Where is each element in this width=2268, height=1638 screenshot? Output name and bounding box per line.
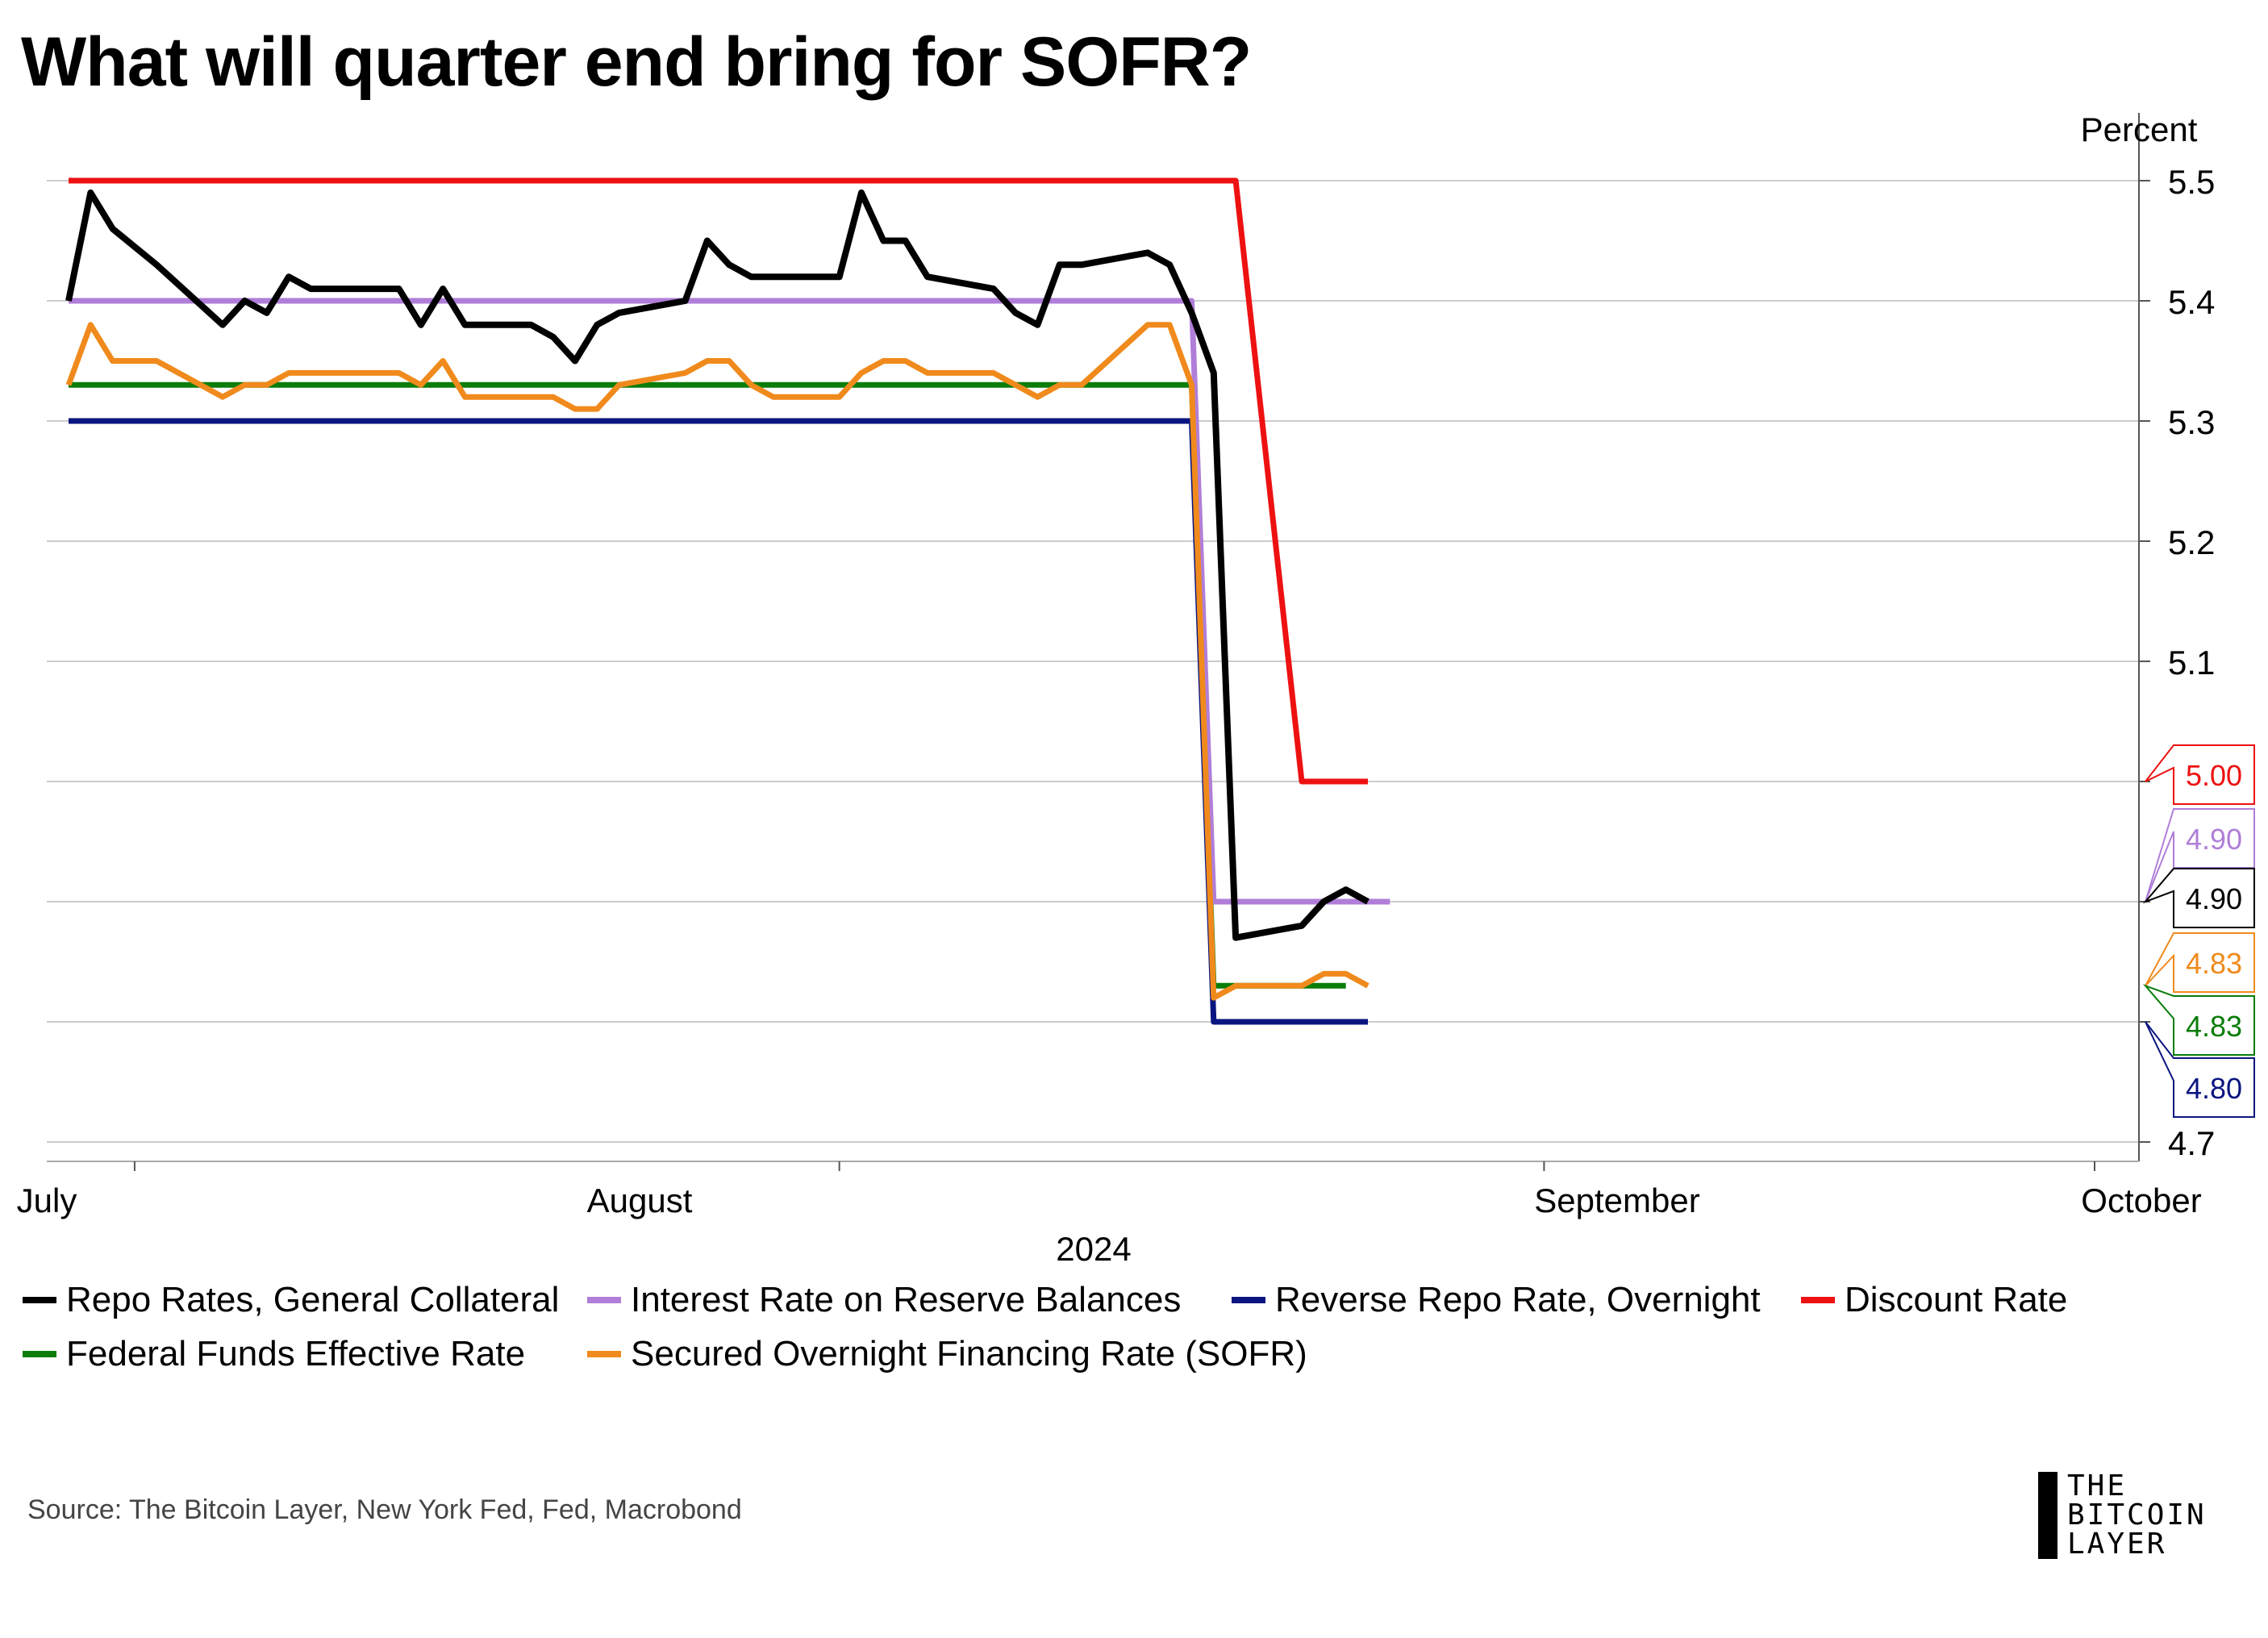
end-value-flag: 4.83	[2145, 932, 2255, 993]
series-line-2	[69, 298, 1390, 905]
y-axis-label: Percent	[2081, 110, 2198, 148]
legend-swatch	[1801, 1297, 1835, 1303]
y-tick-label: 5.5	[2168, 163, 2215, 201]
legend-label: Discount Rate	[1845, 1280, 2068, 1319]
end-value-flag: 5.00	[2145, 744, 2255, 805]
logo-line-2: BITCOIN	[2067, 1498, 2207, 1532]
legend-item: Secured Overnight Financing Rate (SOFR)	[587, 1334, 1307, 1374]
end-value-label: 4.83	[2186, 1010, 2242, 1043]
legend-item: Repo Rates, General Collateral	[23, 1280, 559, 1320]
series-line-5	[69, 381, 1346, 989]
source-note: Source: The Bitcoin Layer, New York Fed,…	[27, 1494, 742, 1525]
end-value-label: 4.90	[2186, 823, 2242, 856]
end-value-flag-box	[2142, 868, 2255, 928]
legend-item: Discount Rate	[1801, 1280, 2067, 1320]
grid-lines	[47, 180, 2139, 1143]
x-axis-label: 2024	[1056, 1230, 1131, 1268]
series-line-3	[69, 418, 1368, 1025]
legend-item: Interest Rate on Reserve Balances	[587, 1280, 1181, 1320]
series-line-1	[65, 189, 1370, 941]
end-value-flag-box	[2145, 1021, 2255, 1118]
x-tick-label: July	[17, 1182, 77, 1219]
logo-bar	[2038, 1472, 2057, 1559]
y-tick-label: 4.7	[2168, 1124, 2215, 1162]
y-tick-label: 5.2	[2168, 523, 2215, 561]
legend-label: Secured Overnight Financing Rate (SOFR)	[631, 1334, 1307, 1373]
end-value-label: 4.83	[2186, 947, 2242, 980]
y-tick-label: 5.3	[2168, 403, 2215, 441]
legend-swatch	[23, 1297, 56, 1303]
end-value-flag-box	[2145, 744, 2255, 805]
series-lines	[65, 177, 1390, 1025]
legend-label: Repo Rates, General Collateral	[66, 1280, 560, 1319]
end-value-flag: 4.80	[2145, 1021, 2255, 1118]
end-value-flag-box	[2142, 984, 2255, 1056]
legend-swatch	[1232, 1297, 1265, 1303]
legend-swatch	[587, 1297, 621, 1303]
logo-line-1: THE	[2067, 1469, 2128, 1503]
series-line-6	[65, 322, 1370, 1001]
logo-line-3: LAYER	[2067, 1528, 2167, 1561]
axes: 5.5 5.4 5.3 5.2 5.1 4.7 July August September Oct…	[17, 110, 2216, 1268]
legend-item: Reverse Repo Rate, Overnight	[1232, 1280, 1761, 1320]
legend-label: Interest Rate on Reserve Balances	[631, 1280, 1182, 1319]
chart-title: What will quarter end bring for SOFR?	[21, 23, 1252, 101]
legend-label: Reverse Repo Rate, Overnight	[1275, 1280, 1761, 1319]
y-tick-label: 5.1	[2168, 644, 2215, 681]
series-line-4	[69, 177, 1368, 785]
end-value-label: 4.90	[2186, 882, 2242, 915]
x-tick-label: August	[587, 1182, 693, 1219]
y-tick-label: 5.4	[2168, 283, 2215, 321]
x-tick-label: October	[2081, 1182, 2201, 1219]
end-value-label: 4.80	[2186, 1072, 2242, 1105]
x-tick-label: September	[1534, 1182, 1699, 1219]
end-value-flag: 4.83	[2142, 984, 2255, 1056]
legend-swatch	[587, 1351, 621, 1357]
legend-swatch	[23, 1351, 56, 1357]
legend-label: Federal Funds Effective Rate	[66, 1334, 526, 1373]
end-value-label: 5.00	[2186, 759, 2242, 792]
end-value-labels: 5.00 4.90 4.90 4.83 4.83 4.80	[2142, 744, 2255, 1118]
legend-item: Federal Funds Effective Rate	[23, 1334, 525, 1374]
end-value-flag-box	[2145, 932, 2255, 993]
end-value-flag: 4.90	[2145, 808, 2255, 902]
end-value-flag: 4.90	[2142, 868, 2255, 928]
